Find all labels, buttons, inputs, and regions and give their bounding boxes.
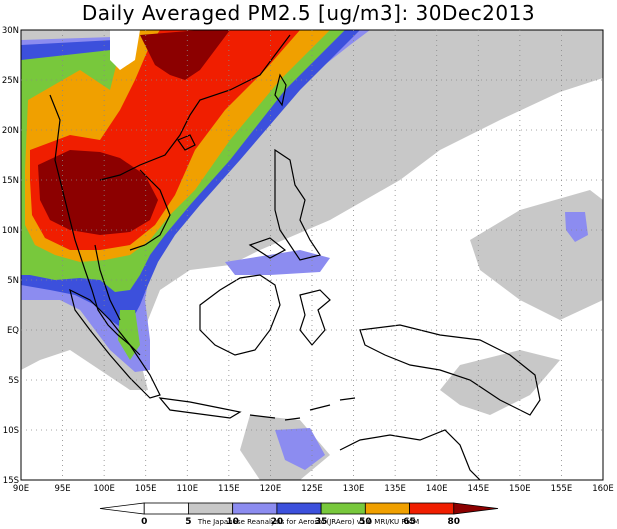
lat-tick-label: 10S — [3, 426, 19, 436]
lat-tick-label: 15S — [3, 476, 19, 486]
colorbar-label: 20 — [271, 517, 284, 527]
lon-tick-label: 125E — [301, 484, 323, 494]
lat-tick-label: 15N — [2, 176, 19, 186]
lat-tick-label: 5N — [7, 276, 19, 286]
colorbar-swatch — [320, 502, 366, 515]
colorbar: 0 5 10 20 35 50 65 80 — [99, 502, 499, 527]
lon-tick-label: 130E — [343, 484, 365, 494]
band-10-20-east — [470, 190, 603, 320]
lon-tick-label: 120E — [260, 484, 282, 494]
colorbar-label: 50 — [359, 517, 372, 527]
lon-tick-label: 95E — [54, 484, 70, 494]
lat-tick-label: 5S — [8, 376, 19, 386]
colorbar-label: 5 — [185, 517, 191, 527]
colorbar-label: 0 — [141, 517, 147, 527]
colorbar-label: 35 — [315, 517, 328, 527]
coastlines — [49, 34, 541, 480]
colorbar-swatch — [453, 502, 499, 515]
lat-tick-label: EQ — [7, 326, 19, 336]
credit-text: The Japanese Reanalysis for Aerosol (JRA… — [197, 518, 420, 526]
lon-tick-label: 105E — [135, 484, 157, 494]
lat-tick-label: 30N — [2, 26, 19, 36]
lon-tick-label: 135E — [384, 484, 406, 494]
lon-tick-label: 160E — [592, 484, 614, 494]
colorbar-swatch — [99, 502, 145, 515]
colorbar-label: 10 — [226, 517, 239, 527]
graticule — [21, 30, 603, 480]
lat-tick-label: 10N — [2, 226, 19, 236]
colorbar-label: 80 — [448, 517, 461, 527]
lon-tick-label: 140E — [426, 484, 448, 494]
band-50-65-south — [118, 310, 140, 360]
colorbar-swatch — [143, 502, 189, 515]
band-10-20-south — [440, 350, 560, 415]
lon-tick-label: 145E — [467, 484, 489, 494]
lon-tick-label: 100E — [93, 484, 115, 494]
lon-tick-label: 155E — [551, 484, 573, 494]
colorbar-label: 65 — [403, 517, 416, 527]
lat-tick-label: 20N — [2, 126, 19, 136]
colorbar-swatch — [409, 502, 455, 515]
band-20-35-east — [565, 212, 588, 242]
band-20-35-patch — [225, 250, 330, 275]
colorbar-swatch — [188, 502, 234, 515]
lon-tick-label: 90E — [13, 484, 29, 494]
band-80-darkred-north — [140, 30, 230, 80]
axis-labels: 90E 95E 100E 105E 110E 115E 120E 125E 130E 135E 14… — [2, 26, 614, 494]
colorbar-swatch — [364, 502, 410, 515]
lon-tick-label: 110E — [176, 484, 198, 494]
white-gap — [110, 30, 140, 70]
colorbar-swatch — [276, 502, 322, 515]
lon-tick-label: 115E — [218, 484, 240, 494]
lat-tick-label: 25N — [2, 76, 19, 86]
lon-tick-label: 150E — [509, 484, 531, 494]
colorbar-swatch — [232, 502, 278, 515]
map-title: Daily Averaged PM2.5 [ug/m3]: 30Dec2013 — [81, 1, 536, 25]
band-20-35-south — [275, 428, 325, 470]
